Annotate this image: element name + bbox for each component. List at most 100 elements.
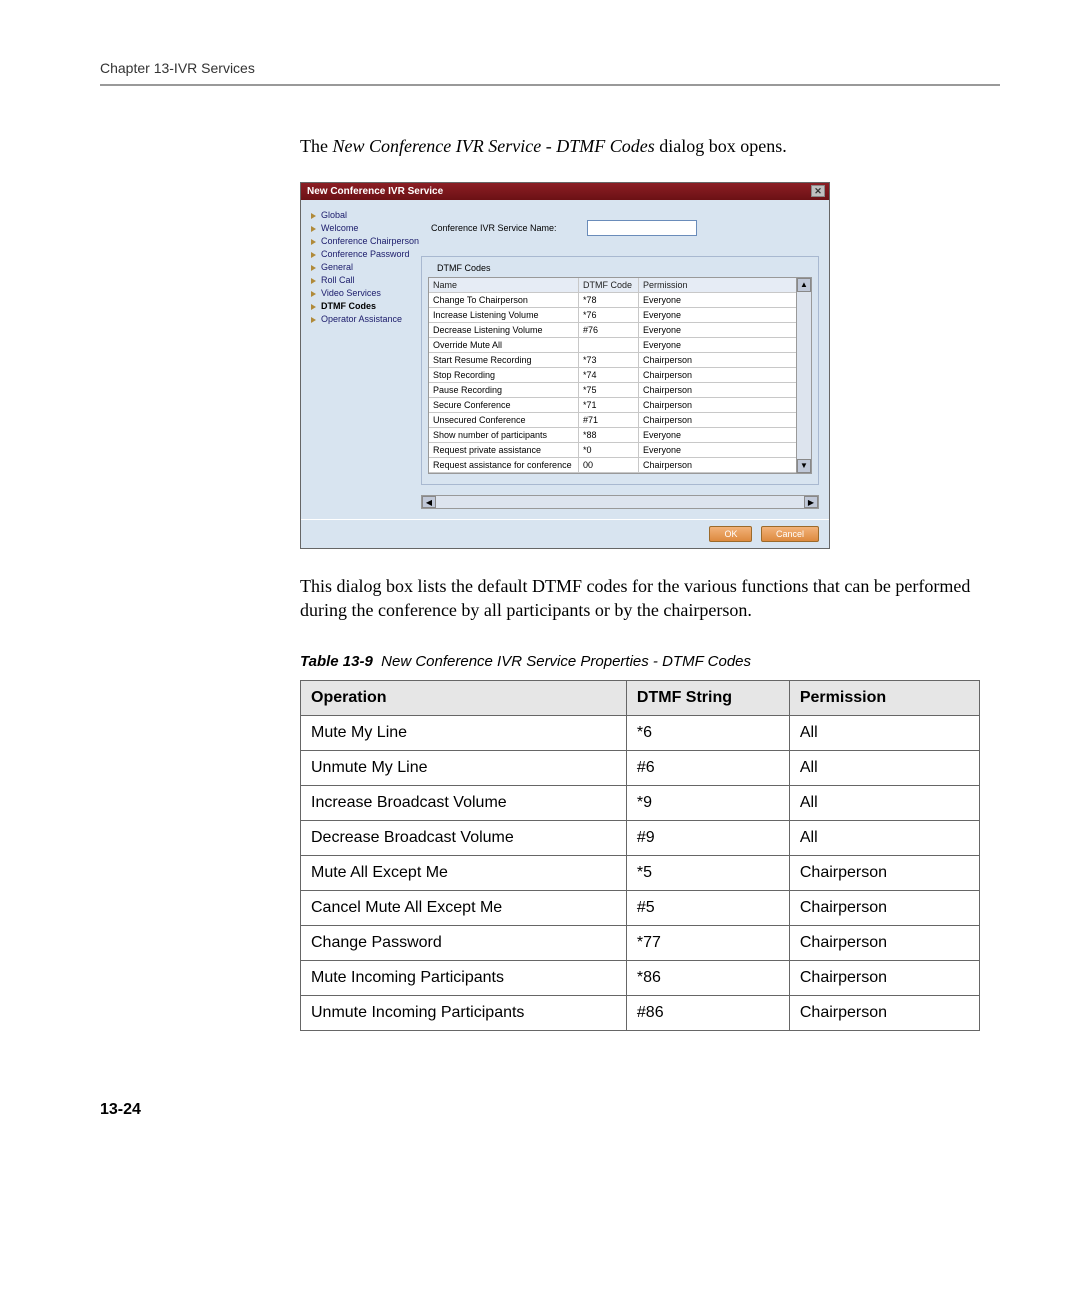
ok-button[interactable]: OK bbox=[709, 526, 752, 542]
sidebar-item[interactable]: Operator Assistance bbox=[311, 314, 416, 324]
sidebar-item[interactable]: Roll Call bbox=[311, 275, 416, 285]
cell-name: Start Resume Recording bbox=[429, 353, 579, 367]
grid-row[interactable]: Unsecured Conference#71Chairperson bbox=[429, 413, 796, 428]
cell-code: *75 bbox=[579, 383, 639, 397]
th-dtmf-string: DTMF String bbox=[626, 680, 789, 715]
cell-permission: Chairperson bbox=[789, 890, 979, 925]
grid-row[interactable]: Pause Recording*75Chairperson bbox=[429, 383, 796, 398]
ivr-dialog: New Conference IVR Service ✕ Global Welco… bbox=[300, 182, 830, 549]
cell-operation: Decrease Broadcast Volume bbox=[301, 820, 627, 855]
cell-permission: Chairperson bbox=[789, 925, 979, 960]
dialog-nav: Global Welcome Conference Chairperson Confe… bbox=[301, 200, 421, 519]
cell-name: Decrease Listening Volume bbox=[429, 323, 579, 337]
cell-operation: Increase Broadcast Volume bbox=[301, 785, 627, 820]
grid-row[interactable]: Change To Chairperson*78Everyone bbox=[429, 293, 796, 308]
sidebar-item[interactable]: Video Services bbox=[311, 288, 416, 298]
grid-row[interactable]: Secure Conference*71Chairperson bbox=[429, 398, 796, 413]
horizontal-scrollbar[interactable]: ◀ ▶ bbox=[421, 495, 819, 509]
page-number: 13-24 bbox=[100, 1101, 1000, 1119]
cell-code: *76 bbox=[579, 308, 639, 322]
cell-name: Change To Chairperson bbox=[429, 293, 579, 307]
table-header-row: Operation DTMF String Permission bbox=[301, 680, 980, 715]
grid-row[interactable]: Show number of participants*88Everyone bbox=[429, 428, 796, 443]
cell-name: Increase Listening Volume bbox=[429, 308, 579, 322]
cell-name: Unsecured Conference bbox=[429, 413, 579, 427]
cell-name: Override Mute All bbox=[429, 338, 579, 352]
close-icon[interactable]: ✕ bbox=[811, 185, 825, 197]
dialog-button-bar: OK Cancel bbox=[301, 519, 829, 548]
dialog-main: Conference IVR Service Name: DTMF Codes … bbox=[421, 200, 829, 519]
cell-perm: Chairperson bbox=[639, 458, 796, 472]
cell-operation: Unmute My Line bbox=[301, 750, 627, 785]
sidebar-item[interactable]: DTMF Codes bbox=[311, 301, 416, 311]
intro-italic: New Conference IVR Service - DTMF Codes bbox=[332, 136, 654, 156]
cell-perm: Everyone bbox=[639, 293, 796, 307]
cell-code: *78 bbox=[579, 293, 639, 307]
cell-permission: All bbox=[789, 820, 979, 855]
table-row: Unmute Incoming Participants#86Chairpers… bbox=[301, 995, 980, 1030]
sidebar-item[interactable]: General bbox=[311, 262, 416, 272]
table-row: Unmute My Line#6All bbox=[301, 750, 980, 785]
scroll-up-icon[interactable]: ▲ bbox=[797, 278, 811, 292]
cell-operation: Mute Incoming Participants bbox=[301, 960, 627, 995]
cell-dtmf: #9 bbox=[626, 820, 789, 855]
cancel-button[interactable]: Cancel bbox=[761, 526, 819, 542]
cell-operation: Mute My Line bbox=[301, 715, 627, 750]
dtmf-fieldset: DTMF Codes NameDTMF CodePermissionChange… bbox=[421, 256, 819, 485]
cell-perm: Chairperson bbox=[639, 398, 796, 412]
cell-perm: Chairperson bbox=[639, 383, 796, 397]
table-row: Cancel Mute All Except Me#5Chairperson bbox=[301, 890, 980, 925]
table-caption-label: Table 13-9 bbox=[300, 653, 373, 670]
grid-header-row: NameDTMF CodePermission bbox=[429, 278, 796, 293]
cell-dtmf: #5 bbox=[626, 890, 789, 925]
col-name: Name bbox=[429, 278, 579, 292]
cell-perm: Everyone bbox=[639, 308, 796, 322]
service-name-input[interactable] bbox=[587, 220, 697, 236]
grid-row[interactable]: Increase Listening Volume*76Everyone bbox=[429, 308, 796, 323]
cell-name: Secure Conference bbox=[429, 398, 579, 412]
scroll-left-icon[interactable]: ◀ bbox=[422, 496, 436, 508]
grid-row[interactable]: Decrease Listening Volume#76Everyone bbox=[429, 323, 796, 338]
service-name-label: Conference IVR Service Name: bbox=[431, 223, 557, 233]
cell-perm: Everyone bbox=[639, 323, 796, 337]
grid-row[interactable]: Stop Recording*74Chairperson bbox=[429, 368, 796, 383]
sidebar-item[interactable]: Conference Password bbox=[311, 249, 416, 259]
dialog-title-text: New Conference IVR Service bbox=[307, 186, 443, 197]
cell-dtmf: *9 bbox=[626, 785, 789, 820]
grid-row[interactable]: Override Mute AllEveryone bbox=[429, 338, 796, 353]
cell-code: *74 bbox=[579, 368, 639, 382]
intro-paragraph: The New Conference IVR Service - DTMF Co… bbox=[300, 136, 980, 157]
scroll-down-icon[interactable]: ▼ bbox=[797, 459, 811, 473]
dtmf-grid: NameDTMF CodePermissionChange To Chairpe… bbox=[428, 277, 797, 474]
dtmf-doc-table: Operation DTMF String Permission Mute My… bbox=[300, 680, 980, 1031]
grid-row[interactable]: Request private assistance*0Everyone bbox=[429, 443, 796, 458]
intro-prefix: The bbox=[300, 136, 332, 156]
sidebar-item[interactable]: Conference Chairperson bbox=[311, 236, 416, 246]
description-paragraph: This dialog box lists the default DTMF c… bbox=[300, 574, 980, 623]
cell-permission: Chairperson bbox=[789, 995, 979, 1030]
header-rule bbox=[100, 84, 1000, 86]
cell-code: 00 bbox=[579, 458, 639, 472]
cell-perm: Chairperson bbox=[639, 413, 796, 427]
sidebar-item[interactable]: Global bbox=[311, 210, 416, 220]
cell-permission: All bbox=[789, 750, 979, 785]
cell-dtmf: *86 bbox=[626, 960, 789, 995]
vertical-scrollbar[interactable]: ▲ ▼ bbox=[797, 277, 812, 474]
fieldset-legend: DTMF Codes bbox=[434, 263, 494, 273]
cell-operation: Unmute Incoming Participants bbox=[301, 995, 627, 1030]
cell-code: *71 bbox=[579, 398, 639, 412]
cell-permission: Chairperson bbox=[789, 855, 979, 890]
grid-row[interactable]: Start Resume Recording*73Chairperson bbox=[429, 353, 796, 368]
table-row: Mute All Except Me*5Chairperson bbox=[301, 855, 980, 890]
table-row: Mute My Line*6All bbox=[301, 715, 980, 750]
cell-code: #71 bbox=[579, 413, 639, 427]
scroll-right-icon[interactable]: ▶ bbox=[804, 496, 818, 508]
cell-name: Show number of participants bbox=[429, 428, 579, 442]
th-operation: Operation bbox=[301, 680, 627, 715]
cell-code: *0 bbox=[579, 443, 639, 457]
grid-row[interactable]: Request assistance for conference00Chair… bbox=[429, 458, 796, 473]
table-caption: Table 13-9 New Conference IVR Service Pr… bbox=[300, 653, 980, 670]
cell-code: *73 bbox=[579, 353, 639, 367]
sidebar-item[interactable]: Welcome bbox=[311, 223, 416, 233]
dialog-body: Global Welcome Conference Chairperson Confe… bbox=[301, 200, 829, 519]
